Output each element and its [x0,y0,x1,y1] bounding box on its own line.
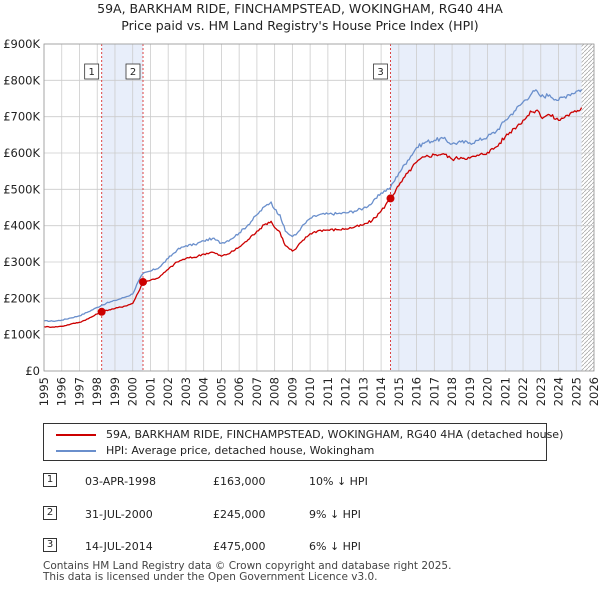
plot-border [43,43,595,372]
sale-point [386,194,395,203]
transaction-badge: 1 [43,473,57,487]
x-tick-label: 2020 [481,377,495,406]
sale-point [97,307,106,316]
sale-marker-badge: 2 [125,63,141,80]
x-tick-label: 2024 [552,377,566,406]
x-tick-label: 2007 [250,377,264,406]
legend-swatch-price-paid [56,434,96,436]
x-tick-label: 2004 [197,377,211,406]
transaction-date: 03-APR-1998 [85,475,157,488]
y-tick-label: £900K [3,37,40,51]
hpi-series-line [43,89,583,323]
x-tick-label: 2012 [339,377,353,406]
price-paid-series-line [43,107,583,328]
sale-marker-badge: 1 [84,63,100,80]
transaction-price: £245,000 [213,508,266,521]
x-tick-label: 2025 [569,377,583,406]
y-tick-label: £300K [3,255,40,269]
chart-legend: 59A, BARKHAM RIDE, FINCHAMPSTEAD, WOKING… [43,423,563,461]
sale-marker-label: 2 [130,67,136,78]
x-tick-label: 2019 [463,377,477,406]
y-tick-label: £500K [3,182,40,196]
x-tick-label: 2000 [126,377,140,406]
x-tick-label: 1998 [90,377,104,406]
footer-attribution: Contains HM Land Registry data © Crown c… [43,561,451,583]
transaction-badge: 2 [43,506,57,520]
x-tick-label: 2009 [285,377,299,406]
chart-subtitle: Price paid vs. HM Land Registry's House … [121,18,479,33]
x-tick-label: 1996 [55,377,69,406]
table-row: 3 14-JUL-2014 £475,000 6% ↓ HPI [43,535,443,555]
legend-item-price-paid: 59A, BARKHAM RIDE, FINCHAMPSTEAD, WOKING… [56,427,563,443]
x-tick-label: 1997 [72,377,86,406]
transaction-badge: 3 [43,538,57,552]
x-tick-label: 2011 [321,377,335,406]
transaction-price: £163,000 [213,475,266,488]
y-tick-label: £700K [3,110,40,124]
x-tick-label: 2018 [445,377,459,406]
y-tick-label: £100K [3,328,40,342]
legend-item-hpi: HPI: Average price, detached house, Woki… [56,443,374,459]
x-tick-label: 2021 [498,377,512,406]
sale-point [139,277,147,286]
transaction-date: 14-JUL-2014 [85,540,153,553]
transaction-hpi-diff: 9% ↓ HPI [309,508,361,521]
x-tick-label: 2005 [214,377,228,406]
sale-marker-box [373,63,388,80]
legend-label-price-paid: 59A, BARKHAM RIDE, FINCHAMPSTEAD, WOKING… [106,428,564,441]
y-tick-label: £600K [3,146,40,160]
sale-marker-box [84,63,100,80]
shaded-range [101,44,143,371]
x-tick-label: 2022 [516,377,530,406]
sale-marker-label: 1 [88,67,94,78]
y-tick-label: £200K [3,291,40,305]
x-tick-label: 2015 [392,377,406,406]
x-tick-label: 2008 [268,377,282,406]
x-tick-label: 2016 [410,377,424,406]
table-row: 2 31-JUL-2000 £245,000 9% ↓ HPI [43,503,443,523]
x-tick-label: 2014 [374,377,388,406]
x-tick-label: 2001 [143,377,157,406]
x-tick-label: 2026 [587,377,600,406]
transaction-hpi-diff: 10% ↓ HPI [309,475,368,488]
legend-swatch-hpi [56,450,96,452]
chart-title-block: 59A, BARKHAM RIDE, FINCHAMPSTEAD, WOKING… [0,0,600,34]
sale-marker-box [125,63,141,80]
y-tick-label: £0 [25,364,40,378]
legend-label-hpi: HPI: Average price, detached house, Woki… [106,444,375,457]
x-tick-label: 2006 [232,377,246,406]
x-tick-label: 2017 [427,377,441,406]
transaction-date: 31-JUL-2000 [85,508,153,521]
y-tick-label: £400K [3,219,40,233]
y-tick-label: £800K [3,73,40,87]
x-tick-label: 2003 [179,377,193,406]
x-tick-label: 2023 [534,377,548,406]
footer-line-1: Contains HM Land Registry data © Crown c… [43,560,452,572]
chart-title: 59A, BARKHAM RIDE, FINCHAMPSTEAD, WOKING… [97,1,503,16]
x-tick-label: 1995 [37,377,51,406]
forecast-hatch [581,44,594,371]
x-tick-label: 2013 [356,377,370,406]
transaction-hpi-diff: 6% ↓ HPI [309,540,361,553]
x-tick-label: 2010 [303,377,317,406]
x-tick-label: 2002 [161,377,175,406]
sale-marker-label: 3 [377,67,383,78]
sale-marker-badge: 3 [373,63,388,80]
shaded-range [390,44,582,371]
price-chart: 1 2 3 £0 £100K £200K £300K £400K £500K £600K £700… [3,37,600,406]
x-tick-label: 1999 [108,377,122,406]
footer-line-2: This data is licensed under the Open Gov… [43,571,378,583]
transaction-price: £475,000 [213,540,266,553]
table-row: 1 03-APR-1998 £163,000 10% ↓ HPI [43,470,443,490]
